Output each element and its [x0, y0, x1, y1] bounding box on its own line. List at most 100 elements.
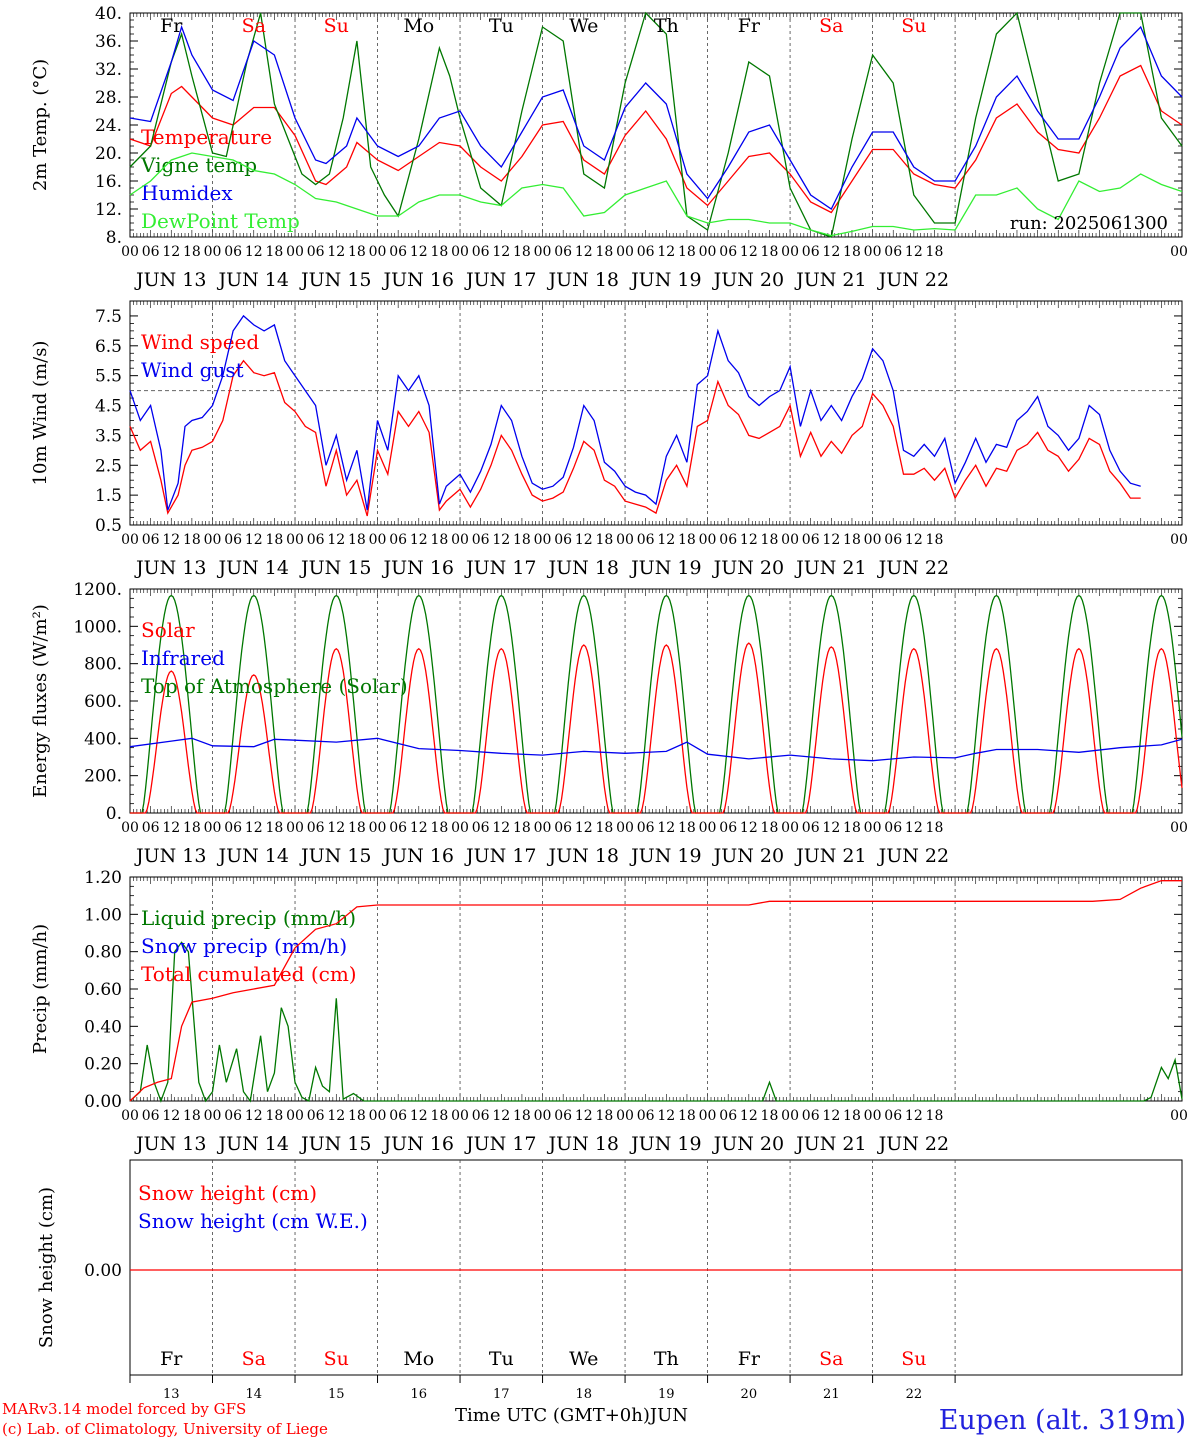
series-line-humidex: [129, 24, 1183, 210]
x-hour-label: 12: [245, 244, 263, 260]
x-hour-label: 00: [286, 244, 304, 260]
x-hour-label: 12: [905, 244, 923, 260]
x-hour-label: 00: [534, 1108, 552, 1124]
x-hour-label: 18: [926, 532, 944, 548]
weekday-label: Th: [654, 1348, 679, 1370]
x-hour-label: 06: [719, 1108, 737, 1124]
weekday-label: Fr: [160, 1348, 183, 1370]
panel-frame: [129, 588, 1183, 814]
panel-precip: Precip (mm/h) 0.00 0.20 0.40 0.60 0.80 1.00 1.2…: [30, 868, 1188, 1155]
panel-wind: 10m Wind (m/s) 0.5 1.5 2.5 3.5 4.5 5.5 6.5 7.5 00…: [30, 300, 1188, 579]
y-tick-label: 20.: [95, 144, 122, 164]
legend-entry: Vigne temp: [140, 153, 257, 177]
y-tick-label: 0.60: [84, 980, 122, 1000]
x-hour-label: 18: [348, 532, 366, 548]
x-hour-label: 06: [554, 244, 572, 260]
x-day-label: JUN 13: [134, 269, 206, 291]
weekday-label: We: [569, 1348, 598, 1370]
legend-entry: Humidex: [141, 181, 233, 205]
x-hour-label: 12: [905, 1108, 923, 1124]
panel-temp: 2m Temp. (°C) 8. 12. 16. 20. 24. 28. 32. 36. 40. 0…: [30, 4, 1188, 291]
x-hour-label: 12: [327, 1108, 345, 1124]
x-hour-label: 06: [307, 244, 325, 260]
legend-entry: Total cumulated (cm): [141, 962, 357, 986]
y-tick-label: 0.20: [84, 1055, 122, 1075]
x-hour-label: 12: [657, 1108, 675, 1124]
x-day-label: JUN 13: [134, 557, 206, 579]
x-hour-label: 00: [534, 532, 552, 548]
legend-entry: Top of Atmosphere (Solar): [141, 674, 408, 698]
x-hour-label: 12: [905, 820, 923, 836]
x-hour-label: 12: [162, 532, 180, 548]
y-tick-label: 0.40: [84, 1017, 122, 1037]
y-tick-label: 800.: [84, 655, 122, 675]
x-day-label: JUN 22: [877, 557, 949, 579]
x-day-label: JUN 21: [794, 269, 866, 291]
x-hour-label: 06: [719, 244, 737, 260]
x-hour-label: 18: [265, 820, 283, 836]
x-hour-label: 00: [864, 820, 882, 836]
x-hour-label: 12: [822, 1108, 840, 1124]
day-number-label: 14: [245, 1387, 262, 1402]
y-tick-label: 12.: [95, 200, 122, 220]
x-day-label: JUN 17: [464, 269, 536, 291]
x-day-label: JUN 22: [877, 1133, 949, 1155]
x-hour-label: 06: [719, 820, 737, 836]
x-hour-label: 06: [142, 532, 160, 548]
x-hour-label: 12: [740, 820, 758, 836]
x-hour-label: 18: [678, 820, 696, 836]
x-hour-label: 06: [307, 1108, 325, 1124]
xaxis-month: JUN: [649, 1405, 689, 1426]
weekday-label: Fr: [738, 1348, 761, 1370]
x-day-label: JUN 17: [464, 1133, 536, 1155]
x-hour-label: 06: [637, 532, 655, 548]
y-tick-label: 40.: [95, 4, 122, 24]
panel-frame: [129, 1159, 1183, 1376]
x-day-label: JUN 18: [547, 845, 619, 867]
x-hour-label: 06: [224, 1108, 242, 1124]
x-hour-label: 18: [596, 1108, 614, 1124]
x-hour-label: 12: [410, 820, 428, 836]
x-hour-label: 18: [430, 244, 448, 260]
weekday-label: Su: [901, 15, 926, 37]
x-hour-label: 00: [699, 1108, 717, 1124]
legend-entry: Snow height (cm): [138, 1181, 317, 1205]
day-number-label: 20: [741, 1387, 758, 1402]
series-line-infrared: [129, 737, 1183, 762]
x-hour-label: 00: [286, 532, 304, 548]
x-day-label: JUN 20: [712, 1133, 784, 1155]
x-hour-label: 00: [864, 532, 882, 548]
x-day-label: JUN 20: [712, 845, 784, 867]
x-hour-label: 06: [389, 820, 407, 836]
x-hour-label: 06: [142, 244, 160, 260]
x-hour-label: 00: [369, 532, 387, 548]
x-day-label: JUN 16: [382, 557, 454, 579]
y-tick-label: 28.: [95, 88, 122, 108]
x-day-label: JUN 18: [547, 1133, 619, 1155]
x-hour-label: 18: [761, 244, 779, 260]
x-day-label: JUN 14: [217, 557, 289, 579]
x-hour-label: 00: [1170, 532, 1188, 548]
x-day-label: JUN 18: [547, 269, 619, 291]
legend-entry: Infrared: [141, 646, 225, 670]
series-line-solar: [130, 642, 1183, 814]
x-hour-label: 06: [307, 820, 325, 836]
x-hour-label: 00: [1170, 244, 1188, 260]
x-hour-label: 18: [430, 1108, 448, 1124]
series-line-liquid: [129, 941, 1183, 1103]
weekday-label: Mo: [403, 1348, 434, 1370]
x-hour-label: 06: [142, 1108, 160, 1124]
x-hour-label: 00: [451, 532, 469, 548]
x-day-label: JUN 17: [464, 557, 536, 579]
x-day-label: JUN 15: [299, 269, 371, 291]
series-line-dewpoint-temp: [129, 152, 1183, 237]
x-hour-label: 12: [410, 532, 428, 548]
series-line-vigne-temp: [129, 11, 1183, 238]
x-hour-label: 18: [843, 244, 861, 260]
x-hour-label: 06: [142, 820, 160, 836]
x-hour-label: 18: [183, 1108, 201, 1124]
x-day-label: JUN 19: [629, 269, 701, 291]
legend-entry: DewPoint Temp: [141, 209, 300, 233]
x-hour-label: 06: [637, 1108, 655, 1124]
